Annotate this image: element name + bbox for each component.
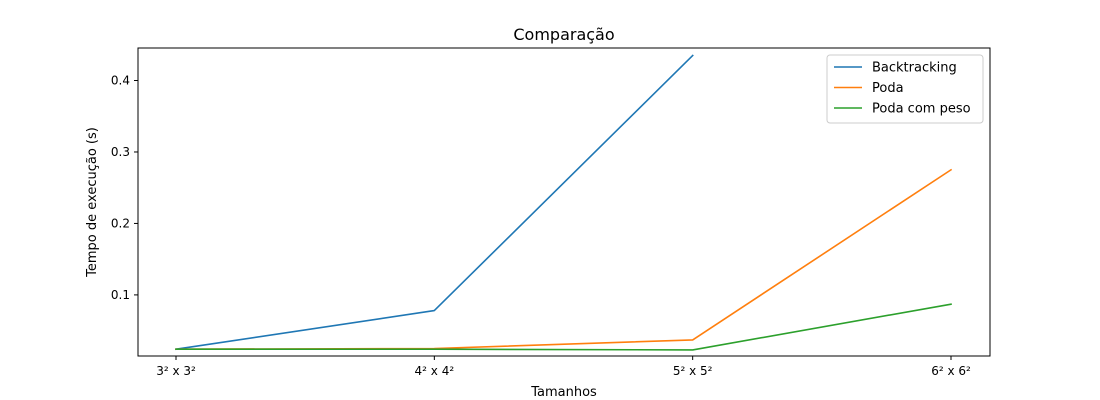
legend-box — [826, 54, 984, 124]
y-tick-label: 0.1 — [111, 288, 130, 302]
x-tick-label: 5² x 5² — [673, 364, 713, 378]
x-tick-label: 3² x 3² — [156, 364, 196, 378]
series-line-2 — [175, 303, 952, 351]
y-tick-label: 0.3 — [111, 145, 130, 159]
series-lines — [175, 54, 953, 351]
plot-frame — [137, 47, 991, 357]
legend: Backtracking Poda Poda com peso — [826, 54, 984, 124]
series-line-0 — [175, 54, 694, 351]
legend-label: Poda com peso — [872, 102, 971, 117]
x-axis: 3² x 3² 4² x 4² 5² x 5² 6² x 6² — [156, 356, 971, 378]
x-axis-title: Tamanhos — [530, 385, 597, 400]
plot-area — [137, 47, 991, 357]
series-line-1 — [175, 168, 953, 351]
y-tick-label: 0.4 — [111, 74, 130, 88]
y-axis-title: Tempo de execução (s) — [85, 127, 100, 278]
chart-title: Comparação — [513, 25, 614, 44]
y-tick-label: 0.2 — [111, 216, 130, 230]
y-axis: 0.1 0.2 0.3 0.4 — [111, 74, 138, 302]
legend-label: Backtracking — [872, 61, 957, 76]
x-tick-label: 6² x 6² — [931, 364, 971, 378]
legend-label: Poda — [872, 81, 904, 96]
x-tick-label: 4² x 4² — [415, 364, 455, 378]
